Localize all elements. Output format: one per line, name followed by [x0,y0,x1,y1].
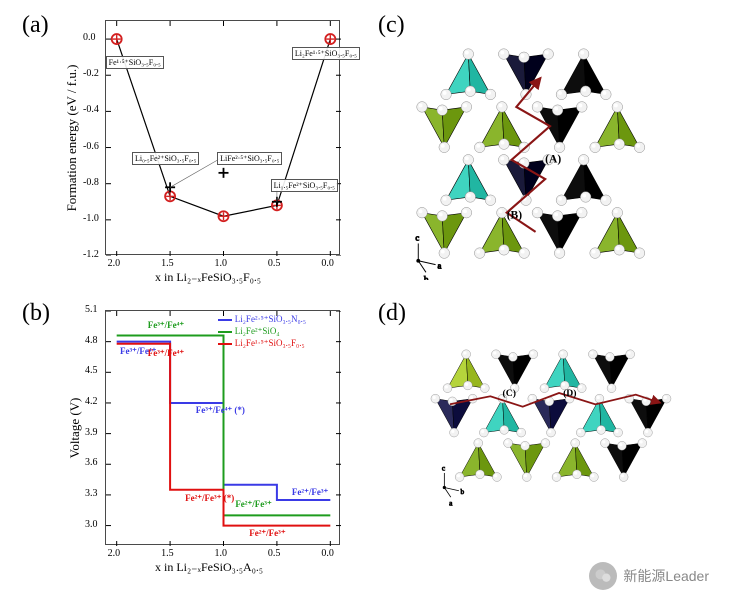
chart-a-xtick: 0.0 [321,258,334,269]
chart-b-xtick: 2.0 [108,548,121,559]
crystal-structure-d: (C) (D) c ba [400,330,710,540]
watermark: 新能源Leader [589,562,709,590]
svg-text:a: a [438,260,442,270]
redox-label: Fe²⁺/Fe³⁺ (*) [185,493,234,504]
chart-a-xtick: 2.0 [108,258,121,269]
redox-label: Fe³⁺/Fe⁴⁺ [148,320,184,331]
chart-a-xtick: 0.5 [268,258,281,269]
chart-b-ytick: 4.2 [85,396,98,407]
chart-b-legend: Li₂Fe²·⁵⁺SiO₃.₅N₀.₅Li₂Fe²⁺SiO₄Li₂Fe¹·⁵⁺S… [218,314,306,350]
legend-text: Li₂Fe²·⁵⁺SiO₃.₅N₀.₅ [235,314,306,325]
panel-label-a: (a) [22,12,49,39]
legend-swatch [218,319,232,321]
panel-label-d: (d) [378,300,406,327]
chart-b-ylabel: Voltage (V) [67,378,83,478]
chart-b-ytick: 3.6 [85,457,98,468]
chart-a-ytick: -0.4 [83,104,99,115]
svg-text:c: c [415,233,419,243]
chart-b-ytick: 5.1 [85,304,98,315]
formula-annotation: Li₂Fe¹·⁵⁺SiO₃.₅F₀.₅ [292,47,360,60]
chart-a-xtick: 1.0 [215,258,228,269]
legend-item: Li₂Fe¹·⁵⁺SiO₃.₅F₀.₅ [218,338,306,349]
legend-swatch [218,331,232,333]
legend-swatch [218,343,232,345]
svg-text:(A): (A) [545,154,561,166]
chart-b-ytick: 3.0 [85,519,98,530]
wechat-icon [589,562,617,590]
svg-text:b: b [424,274,428,280]
formula-annotation: LiFe²·⁵⁺SiO₃.₅F₀.₅ [217,152,282,165]
redox-label: Fe²⁺/Fe³⁺ [235,499,271,510]
legend-text: Li₂Fe¹·⁵⁺SiO₃.₅F₀.₅ [235,338,305,349]
chart-a-ytick: -1.0 [83,213,99,224]
chart-b-ytick: 3.3 [85,488,98,499]
formula-annotation: Li₁.₅Fe²⁺SiO₃.₅F₀.₅ [271,179,338,192]
chart-a-ylabel: Formation energy (eV / f.u.) [64,48,80,228]
redox-label: Fe³⁺/Fe⁴⁺ (*) [196,405,245,416]
legend-text: Li₂Fe²⁺SiO₄ [235,326,280,337]
chart-b-xlabel: x in Li₂₋ₓFeSiO₃.₅A₀.₅ [155,560,263,575]
chart-b-ytick: 4.8 [85,335,98,346]
chart-b-ytick: 4.5 [85,365,98,376]
redox-label: Fe³⁺/Fe⁴⁺ [148,348,184,359]
svg-text:(C): (C) [503,388,516,399]
chart-a-xtick: 1.5 [161,258,174,269]
redox-label: Fe²⁺/Fe³⁺ [249,528,285,539]
formula-annotation: Fe¹·⁵⁺SiO₃.₅F₀.₅ [106,56,164,69]
legend-item: Li₂Fe²·⁵⁺SiO₃.₅N₀.₅ [218,314,306,325]
chart-b-xtick: 0.0 [321,548,334,559]
legend-item: Li₂Fe²⁺SiO₄ [218,326,306,337]
redox-label: Fe²⁺/Fe³⁺ [292,487,328,498]
chart-b-xtick: 1.0 [215,548,228,559]
panel-label-b: (b) [22,300,50,327]
crystal-structure-c: (A) (B) c a b [400,30,700,280]
chart-a-ytick: -0.6 [83,141,99,152]
chart-a-xlabel: x in Li₂₋ₓFeSiO₃.₅F₀.₅ [155,270,261,285]
svg-text:(D): (D) [563,388,576,399]
formula-annotation: Li₀.₅Fe²⁺SiO₃.₅F₀.₅ [132,152,199,165]
svg-text:b: b [461,488,465,496]
chart-b-xtick: 0.5 [268,548,281,559]
chart-a-ytick: -1.2 [83,249,99,260]
svg-text:a: a [449,499,453,507]
chart-a-ytick: -0.2 [83,68,99,79]
figure: (a) Formation energy (eV / f.u.) x in Li… [0,0,729,600]
chart-a-ytick: -0.8 [83,177,99,188]
watermark-text: 新能源Leader [623,566,709,586]
svg-text:(B): (B) [507,209,523,221]
chart-b-ytick: 3.9 [85,427,98,438]
chart-b-xtick: 1.5 [161,548,174,559]
svg-text:c: c [442,465,445,473]
chart-a-ytick: 0.0 [83,32,96,43]
